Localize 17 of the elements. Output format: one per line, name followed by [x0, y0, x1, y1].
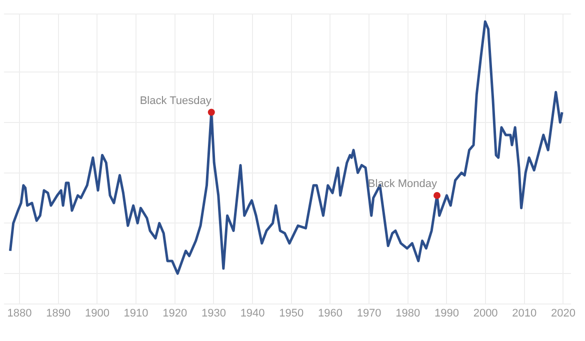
annotation: Black Monday: [368, 178, 438, 190]
x-tick-label: 1980: [396, 307, 420, 320]
x-tick-label: 1890: [46, 307, 71, 320]
x-tick-label: 1950: [279, 307, 304, 320]
x-tick-label: 1940: [240, 307, 265, 320]
x-tick-label: 1990: [434, 307, 459, 320]
x-tick-label: 1900: [84, 307, 110, 320]
x-tick-label: 1930: [201, 307, 226, 320]
x-tick-label: 2000: [473, 307, 498, 320]
x-tick-label: 2020: [550, 307, 576, 320]
x-tick-label: 1910: [124, 307, 148, 320]
annotation: Black Tuesday: [140, 94, 212, 107]
x-tick-label: 1920: [162, 307, 188, 320]
x-tick-label: 2010: [512, 307, 537, 320]
x-tick-label: 1970: [356, 307, 382, 320]
x-tick-label: 1880: [7, 307, 32, 320]
x-tick-label: 1960: [318, 307, 342, 320]
